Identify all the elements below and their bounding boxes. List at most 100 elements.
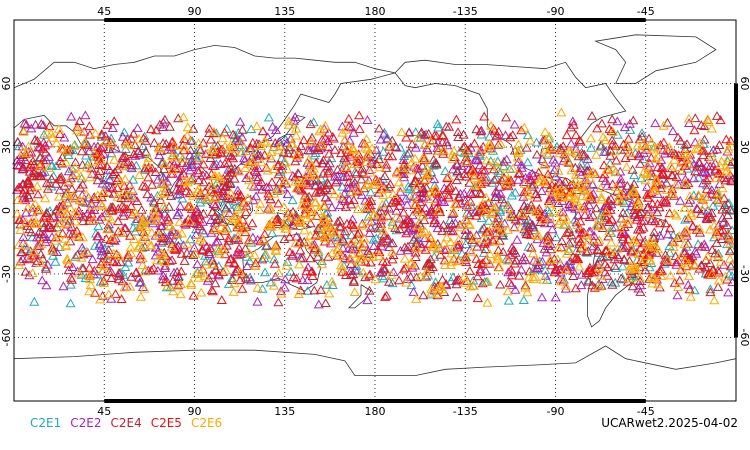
- occultation-marker: [310, 230, 321, 240]
- occultation-marker: [550, 187, 561, 197]
- occultation-marker: [520, 280, 531, 290]
- occultation-marker: [679, 148, 690, 158]
- occultation-marker: [577, 149, 588, 159]
- occultation-marker: [445, 260, 456, 269]
- occultation-marker: [717, 213, 728, 222]
- occultation-marker: [538, 215, 549, 225]
- occultation-marker: [270, 241, 281, 251]
- occultation-marker: [725, 238, 736, 248]
- occultation-marker: [618, 217, 629, 227]
- occultation-marker: [252, 296, 263, 306]
- occultation-marker: [174, 217, 185, 226]
- occultation-marker: [233, 204, 244, 214]
- occultation-marker: [447, 226, 459, 236]
- occultation-marker: [404, 218, 415, 227]
- occultation-marker: [399, 242, 410, 252]
- occultation-marker: [635, 158, 646, 168]
- occultation-marker: [421, 170, 432, 180]
- occultation-marker: [401, 132, 412, 142]
- occultation-marker: [113, 268, 125, 277]
- occultation-marker: [147, 218, 158, 228]
- occultation-marker: [505, 264, 517, 274]
- occultation-marker: [121, 204, 133, 213]
- occultation-marker: [182, 122, 193, 132]
- occultation-marker: [604, 217, 615, 226]
- occultation-marker: [438, 145, 449, 155]
- occultation-marker: [175, 289, 186, 299]
- occultation-marker: [387, 278, 398, 288]
- occultation-marker: [194, 210, 205, 220]
- occultation-marker: [244, 256, 255, 265]
- occultation-marker: [281, 260, 292, 270]
- occultation-marker: [628, 245, 639, 254]
- occultation-marker: [723, 143, 734, 153]
- occultation-marker: [92, 149, 104, 158]
- occultation-marker: [143, 172, 154, 182]
- occultation-marker: [396, 162, 407, 172]
- occultation-marker: [13, 182, 24, 192]
- occultation-marker: [647, 278, 658, 288]
- occultation-marker: [323, 220, 334, 230]
- occultation-marker: [120, 223, 131, 232]
- occultation-marker: [584, 212, 595, 221]
- occultation-marker: [499, 197, 510, 207]
- occultation-marker: [720, 161, 732, 171]
- occultation-marker: [25, 159, 36, 169]
- occultation-marker: [103, 144, 115, 153]
- occultation-marker: [719, 172, 730, 182]
- occultation-marker: [323, 166, 334, 176]
- occultation-marker: [250, 260, 261, 270]
- occultation-marker: [679, 140, 690, 149]
- occultation-marker: [198, 159, 209, 169]
- occultation-marker: [505, 132, 516, 142]
- occultation-marker: [429, 217, 440, 227]
- occultation-marker: [479, 165, 490, 175]
- occultation-marker: [417, 188, 428, 197]
- occultation-marker: [594, 262, 605, 272]
- occultation-marker: [220, 249, 231, 259]
- occultation-marker: [560, 283, 571, 293]
- occultation-marker: [118, 151, 129, 161]
- occultation-marker: [22, 202, 33, 212]
- occultation-marker: [57, 199, 69, 209]
- occultation-marker: [439, 255, 450, 265]
- occultation-marker: [453, 256, 465, 265]
- occultation-marker: [667, 170, 678, 180]
- occultation-marker: [451, 292, 462, 302]
- occultation-marker: [135, 291, 146, 301]
- occultation-marker: [620, 153, 631, 162]
- occultation-marker: [461, 171, 472, 181]
- occultation-marker: [301, 207, 312, 217]
- occultation-marker: [332, 245, 343, 255]
- occultation-marker: [51, 137, 62, 147]
- occultation-marker: [634, 272, 645, 282]
- occultation-marker: [723, 198, 735, 207]
- occultation-marker: [474, 188, 485, 198]
- occultation-marker: [278, 202, 290, 212]
- occultation-marker: [290, 238, 301, 248]
- occultation-marker: [383, 151, 394, 161]
- occultation-marker: [169, 243, 180, 253]
- occultation-marker: [416, 242, 427, 252]
- occultation-marker: [706, 123, 717, 133]
- occultation-marker: [601, 165, 612, 175]
- occultation-marker: [273, 297, 284, 307]
- occultation-marker: [567, 201, 578, 211]
- occultation-marker: [264, 150, 275, 160]
- occultation-marker: [702, 205, 713, 215]
- occultation-marker: [540, 265, 551, 275]
- occultation-marker: [618, 207, 629, 217]
- occultation-marker: [420, 226, 431, 236]
- occultation-marker: [607, 279, 618, 289]
- occultation-marker: [118, 187, 129, 197]
- occultation-marker: [128, 128, 139, 138]
- occultation-marker: [244, 235, 255, 245]
- occultation-marker: [285, 266, 296, 276]
- occultation-marker: [280, 157, 291, 167]
- occultation-marker: [386, 197, 397, 207]
- occultation-marker: [621, 240, 632, 250]
- occultation-marker: [609, 146, 621, 156]
- occultation-marker: [291, 273, 302, 283]
- occultation-marker: [306, 266, 317, 276]
- y-tick-label: -30: [738, 265, 750, 283]
